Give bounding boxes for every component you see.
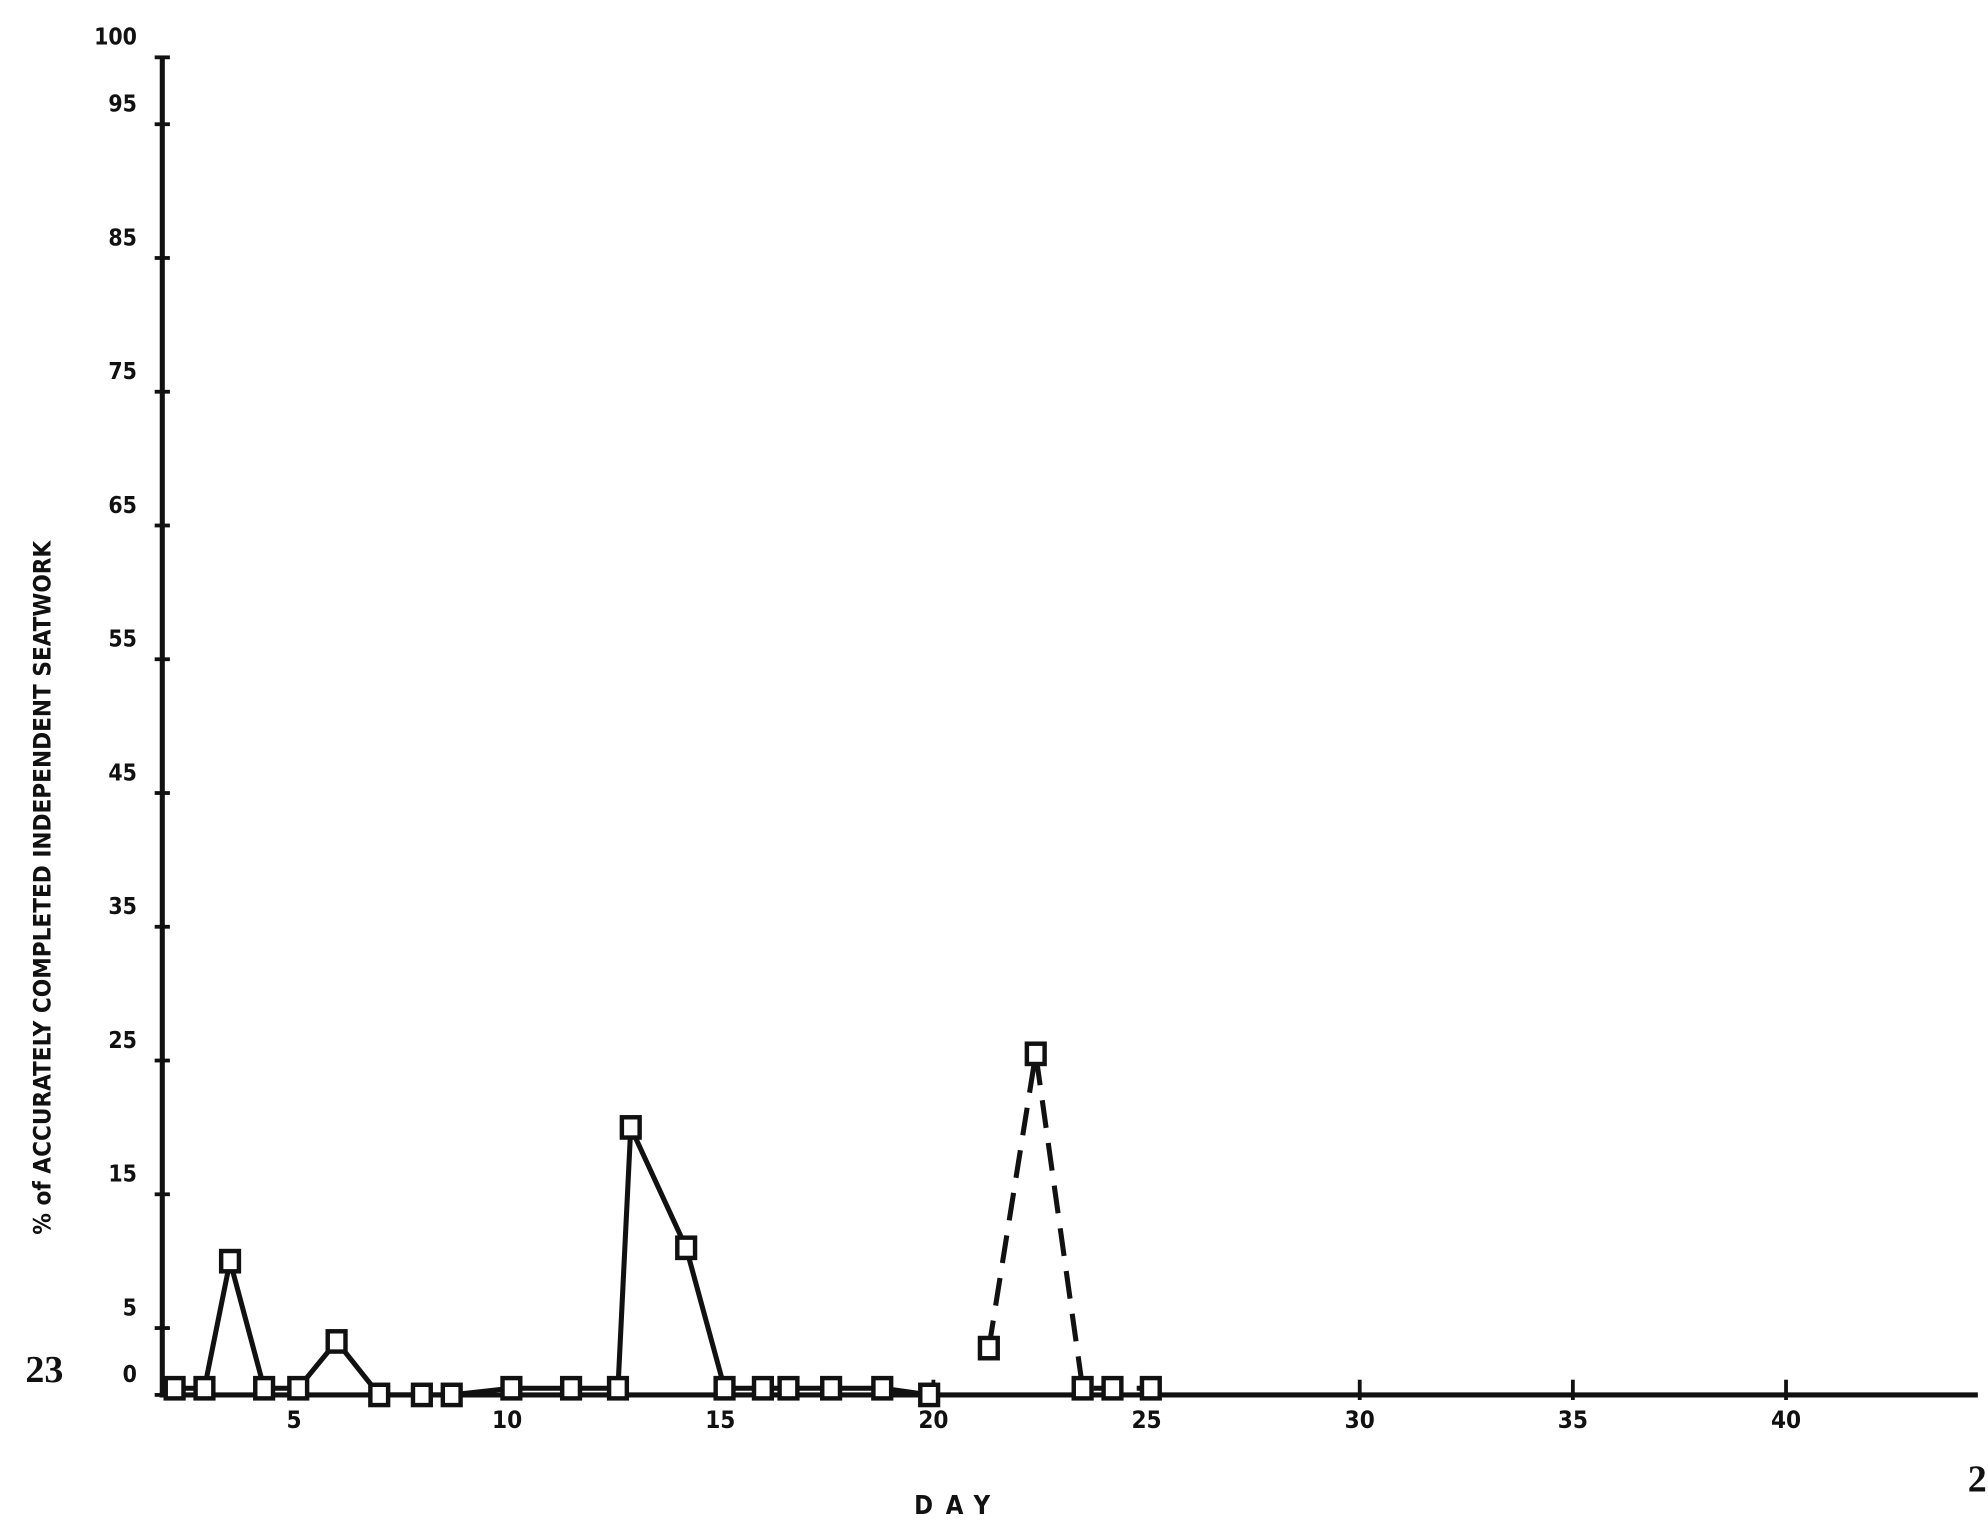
data-point bbox=[500, 1375, 523, 1401]
y-tick-label: 75 bbox=[108, 359, 137, 385]
data-point bbox=[977, 1335, 1000, 1361]
data-point bbox=[218, 1248, 242, 1274]
data-point bbox=[1139, 1375, 1162, 1401]
x-tick-label: 35 bbox=[1558, 1406, 1588, 1434]
y-tick-label: 85 bbox=[108, 225, 137, 251]
data-point bbox=[675, 1235, 698, 1261]
data-point bbox=[287, 1375, 310, 1401]
y-tick-label: 55 bbox=[108, 627, 137, 653]
y-tick-label: 100 bbox=[94, 25, 137, 51]
data-point bbox=[871, 1375, 894, 1401]
page-number: 2 bbox=[1968, 1458, 1987, 1500]
x-axis-title: DAY bbox=[914, 1490, 1003, 1520]
y-tick-label: 5 bbox=[123, 1295, 137, 1321]
y-tick-label: 25 bbox=[108, 1028, 137, 1054]
data-point bbox=[253, 1375, 276, 1401]
x-tick-label: 10 bbox=[492, 1406, 522, 1434]
y-tick-label: 35 bbox=[108, 894, 137, 920]
data-point bbox=[751, 1375, 775, 1401]
x-tick-label: 20 bbox=[918, 1406, 948, 1434]
data-point bbox=[1071, 1375, 1094, 1401]
data-point bbox=[777, 1375, 800, 1401]
data-point bbox=[713, 1375, 736, 1401]
x-tick-label: 5 bbox=[286, 1406, 301, 1434]
x-tick-label: 40 bbox=[1771, 1406, 1801, 1434]
data-point bbox=[193, 1375, 216, 1401]
y-axis-title: % of ACCURATELY COMPLETED INDEPENDENT SE… bbox=[29, 540, 57, 1235]
data-point bbox=[325, 1329, 348, 1354]
data-point bbox=[559, 1375, 583, 1401]
data-point bbox=[820, 1375, 843, 1401]
y-tick-label: 15 bbox=[108, 1162, 137, 1188]
data-point bbox=[368, 1382, 391, 1408]
x-tick-label: 25 bbox=[1131, 1406, 1161, 1434]
x-tick-label: 15 bbox=[705, 1406, 735, 1434]
y-tick-label: 95 bbox=[108, 92, 137, 118]
series-line bbox=[986, 1053, 1151, 1391]
data-point bbox=[163, 1375, 186, 1401]
y-tick-label: 0 bbox=[123, 1362, 137, 1388]
y-tick-label: 65 bbox=[108, 493, 137, 519]
data-point bbox=[1101, 1375, 1124, 1401]
data-point bbox=[1024, 1041, 1047, 1067]
y-tick-label: 45 bbox=[108, 760, 137, 786]
data-point bbox=[606, 1375, 630, 1401]
page-number: 23 bbox=[25, 1349, 63, 1391]
data-point bbox=[410, 1382, 433, 1408]
x-tick-label: 30 bbox=[1345, 1406, 1375, 1434]
data-point bbox=[619, 1115, 642, 1140]
data-point bbox=[440, 1382, 463, 1408]
series-line bbox=[174, 1126, 930, 1398]
data-point bbox=[918, 1382, 941, 1408]
